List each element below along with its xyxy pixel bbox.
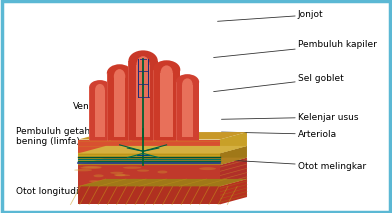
Ellipse shape — [107, 64, 132, 82]
Ellipse shape — [160, 65, 173, 81]
Polygon shape — [95, 90, 105, 137]
Polygon shape — [78, 153, 220, 165]
Ellipse shape — [137, 170, 149, 172]
Polygon shape — [220, 179, 247, 204]
Ellipse shape — [74, 169, 92, 171]
Ellipse shape — [157, 181, 171, 183]
Polygon shape — [78, 146, 247, 153]
Ellipse shape — [83, 166, 102, 168]
Polygon shape — [128, 61, 158, 140]
Polygon shape — [136, 65, 150, 137]
Bar — [78, 186, 220, 204]
Ellipse shape — [176, 74, 199, 90]
Polygon shape — [78, 140, 220, 153]
Polygon shape — [176, 82, 199, 140]
Ellipse shape — [145, 180, 166, 183]
Ellipse shape — [123, 167, 142, 169]
Ellipse shape — [158, 171, 167, 173]
Polygon shape — [153, 70, 180, 140]
Ellipse shape — [110, 172, 123, 174]
Text: Jonjot: Jonjot — [218, 10, 323, 21]
Polygon shape — [78, 179, 247, 186]
Ellipse shape — [153, 60, 180, 79]
Ellipse shape — [199, 167, 216, 170]
Polygon shape — [114, 76, 125, 137]
Ellipse shape — [182, 78, 193, 91]
Ellipse shape — [187, 180, 199, 182]
Text: Otot melingkar: Otot melingkar — [221, 160, 366, 171]
Polygon shape — [107, 73, 132, 140]
Ellipse shape — [115, 174, 130, 176]
Ellipse shape — [114, 182, 132, 184]
Ellipse shape — [80, 166, 102, 169]
Text: Pembuluh getah
bening (limfa): Pembuluh getah bening (limfa) — [16, 127, 139, 146]
Ellipse shape — [124, 179, 144, 181]
Ellipse shape — [93, 174, 104, 177]
Polygon shape — [78, 186, 220, 204]
Polygon shape — [78, 158, 247, 165]
Ellipse shape — [136, 56, 150, 73]
Polygon shape — [78, 165, 220, 186]
Ellipse shape — [153, 183, 170, 185]
Ellipse shape — [98, 180, 108, 183]
Ellipse shape — [114, 69, 125, 84]
Polygon shape — [182, 85, 193, 137]
Text: Sel goblet: Sel goblet — [214, 74, 344, 92]
Ellipse shape — [95, 84, 105, 95]
Text: Kelenjar usus: Kelenjar usus — [221, 113, 358, 122]
Polygon shape — [89, 87, 111, 140]
Polygon shape — [160, 73, 173, 137]
Ellipse shape — [89, 80, 111, 94]
Ellipse shape — [114, 174, 125, 176]
Ellipse shape — [178, 183, 192, 184]
Polygon shape — [220, 146, 247, 165]
Text: Venula: Venula — [73, 102, 147, 115]
Text: Arteriola: Arteriola — [221, 130, 337, 139]
Polygon shape — [220, 158, 247, 186]
Polygon shape — [220, 132, 247, 153]
Text: Pembuluh kapiler: Pembuluh kapiler — [214, 40, 377, 58]
Polygon shape — [78, 132, 247, 140]
Ellipse shape — [89, 180, 99, 182]
Text: Otot longitudinal: Otot longitudinal — [16, 187, 139, 196]
Ellipse shape — [128, 50, 158, 72]
